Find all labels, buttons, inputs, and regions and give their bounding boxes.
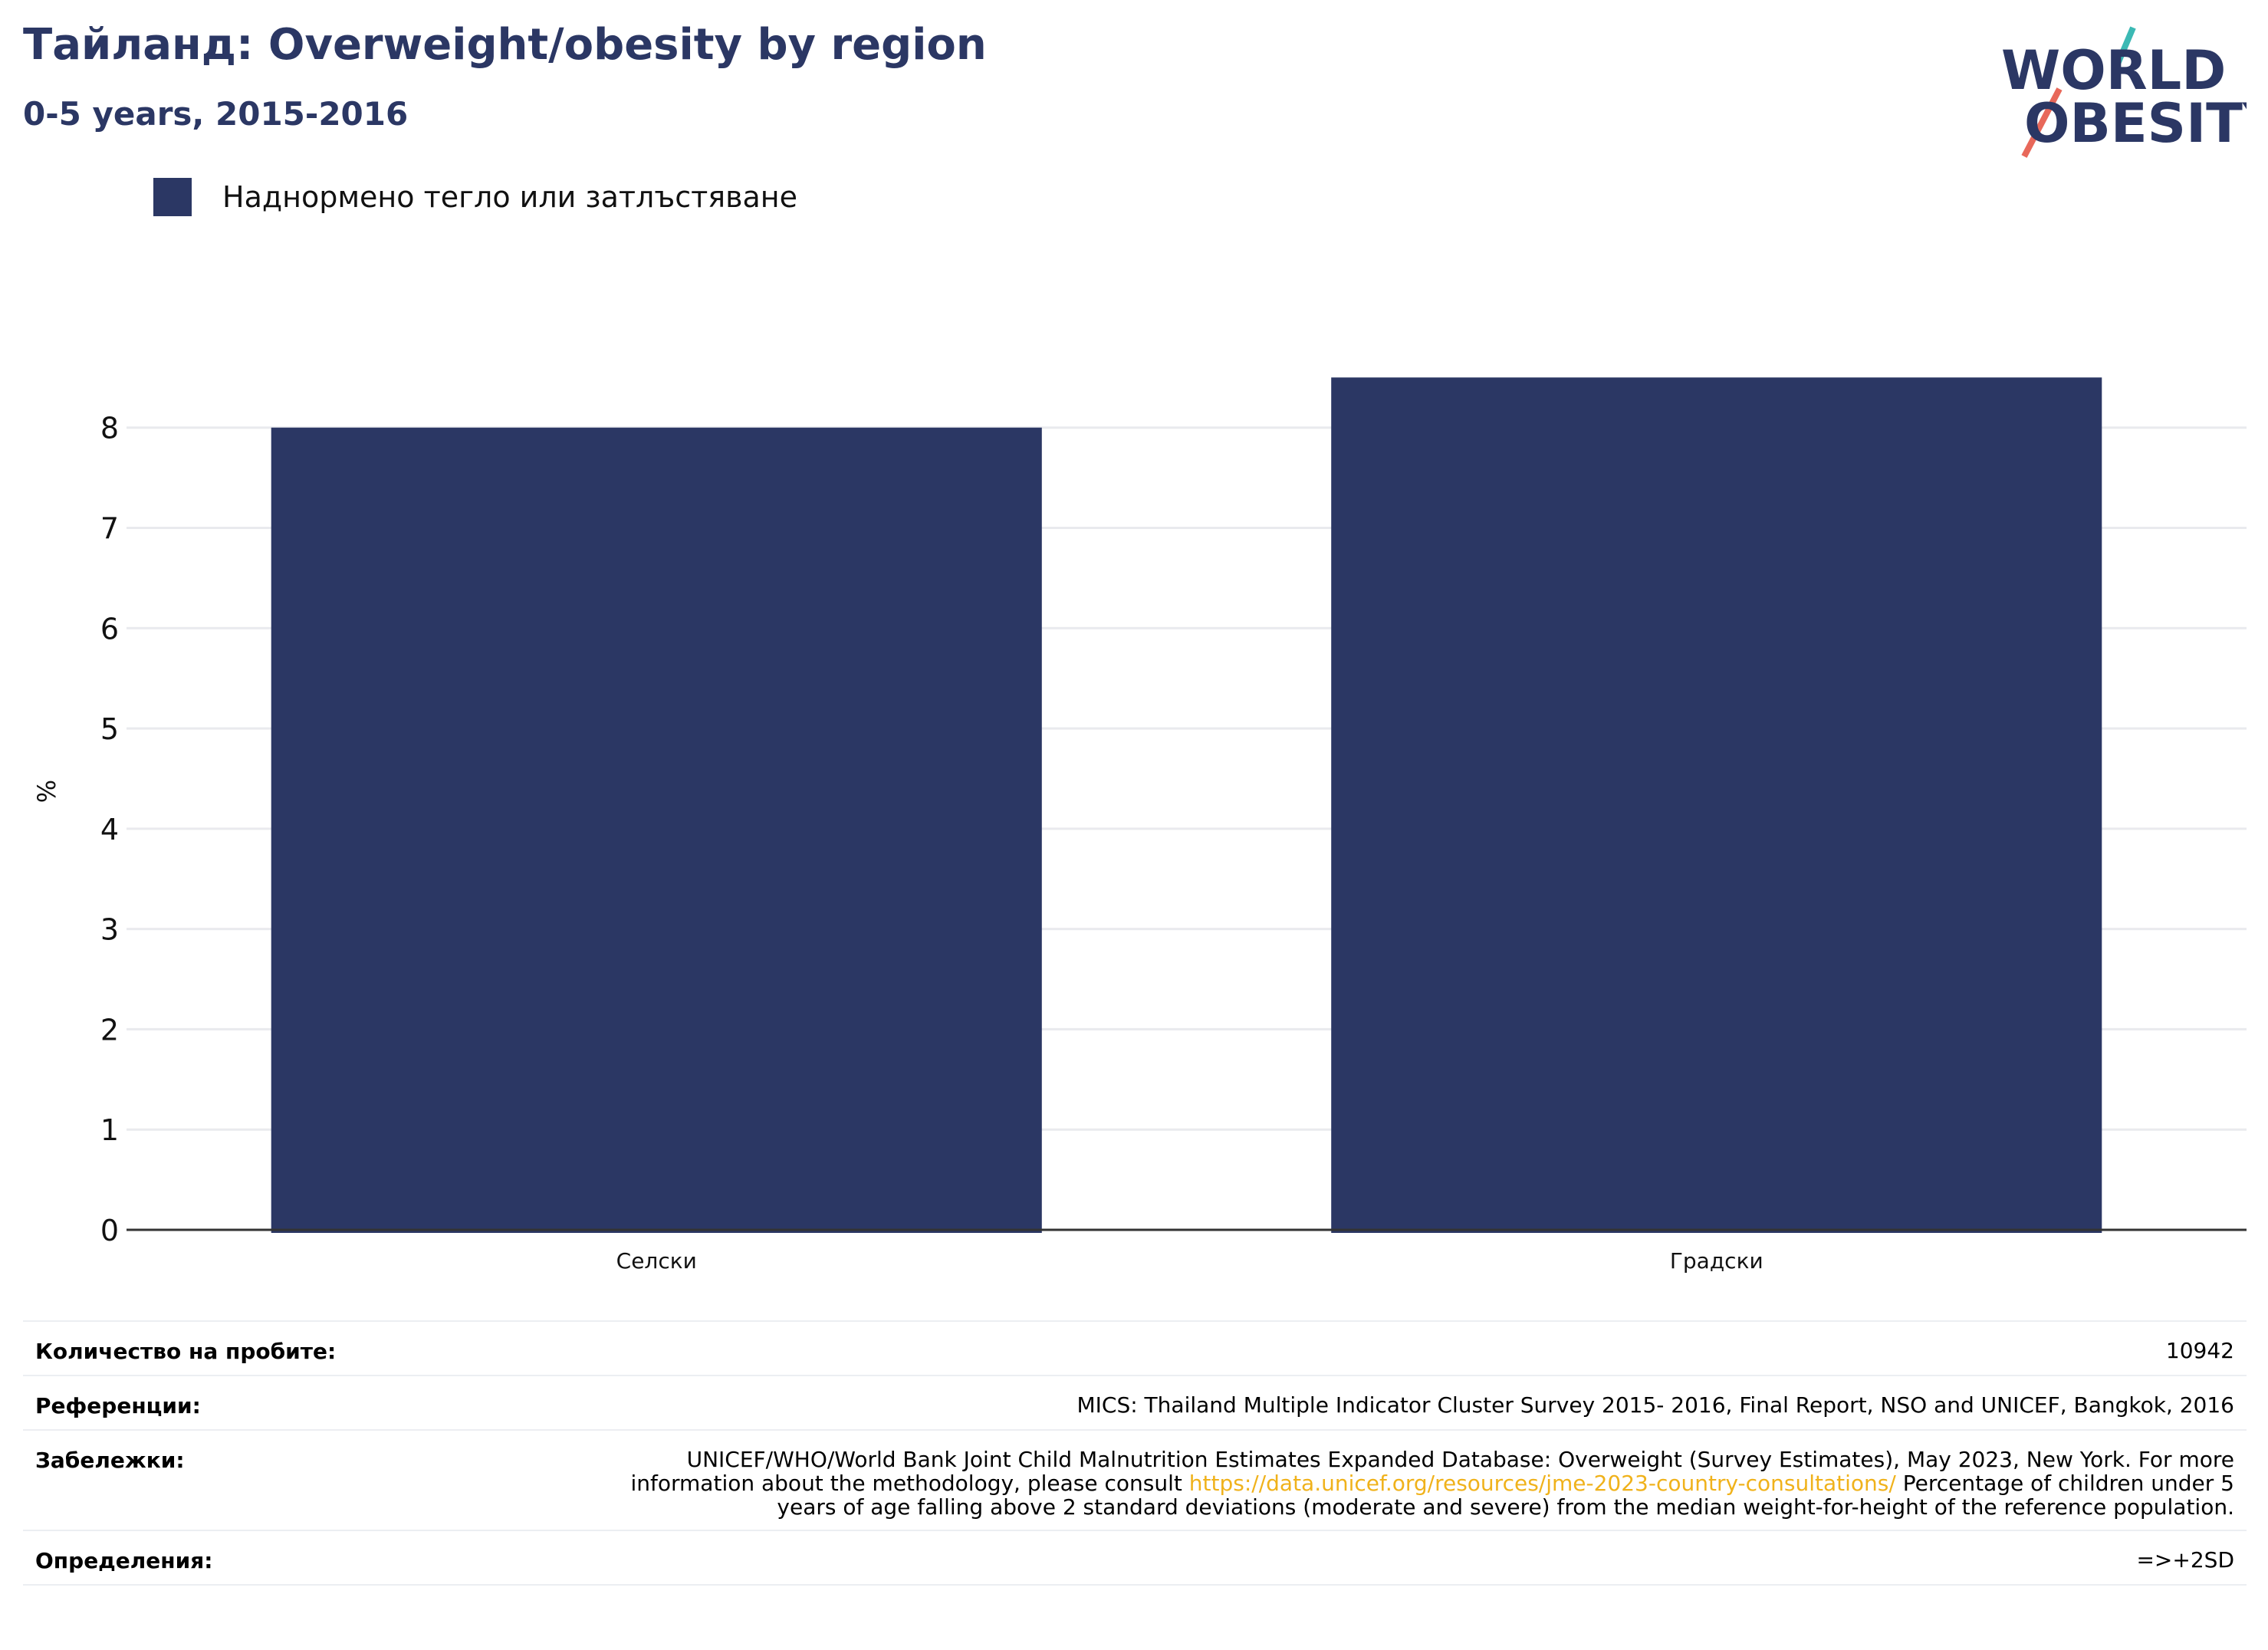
meta-row-definitions: Определения: =>+2SD	[23, 1530, 2247, 1586]
definitions-value: =>+2SD	[2136, 1547, 2234, 1573]
logo-line2: OBESITY	[2024, 92, 2247, 155]
legend-swatch	[153, 178, 192, 216]
logo-teal-slash	[2113, 26, 2136, 69]
meta-row-sample-size: Количество на пробите: 10942	[23, 1320, 2247, 1375]
y-axis-label: %	[32, 780, 61, 803]
references-label: Референции:	[35, 1393, 201, 1418]
y-tick-label: 5	[100, 712, 119, 746]
notes-text-before: UNICEF/WHO/World Bank Joint Child Malnut…	[630, 1447, 2235, 1496]
y-tick-label: 1	[100, 1113, 119, 1147]
metadata-table: Количество на пробите: 10942 Референции:…	[23, 1320, 2247, 1586]
notes-text-after: Percentage of children under 5 years of …	[777, 1471, 2234, 1520]
y-tick-label: 4	[100, 813, 119, 846]
y-tick-label: 6	[100, 612, 119, 646]
y-tick-label: 7	[100, 511, 119, 545]
x-tick-label: Селски	[616, 1248, 697, 1274]
chart-subtitle: 0-5 years, 2015-2016	[23, 95, 409, 133]
y-tick-label: 8	[100, 412, 119, 445]
notes-value: UNICEF/WHO/World Bank Joint Child Malnut…	[624, 1447, 2235, 1520]
bar	[271, 427, 1042, 1233]
bar	[1331, 377, 2102, 1234]
notes-label: Забележки:	[35, 1448, 185, 1473]
chart-title: Тайланд: Overweight/obesity by region	[23, 20, 987, 70]
bar-chart: 0 1 2 3 4 5 6 7 8% Селски Градски	[32, 377, 2247, 1274]
y-tick-label: 3	[100, 913, 119, 947]
x-tick-label: Градски	[1670, 1248, 1763, 1274]
sample-size-label: Количество на пробите:	[35, 1339, 337, 1364]
definitions-label: Определения:	[35, 1548, 213, 1573]
y-tick-label: 2	[100, 1013, 119, 1047]
world-obesity-logo: WORLD OBESITY	[2001, 26, 2247, 158]
logo-line1: WORLD	[2001, 39, 2226, 102]
legend-label: Наднормено тегло или затлъстяване	[222, 180, 797, 214]
references-value: MICS: Thailand Multiple Indicator Cluste…	[1076, 1392, 2234, 1418]
logo-red-slash	[2021, 87, 2063, 158]
sample-size-value: 10942	[2165, 1338, 2234, 1363]
notes-link[interactable]: https://data.unicef.org/resources/jme-20…	[1188, 1471, 1896, 1496]
y-tick-label: 0	[100, 1214, 119, 1247]
meta-row-notes: Забележки: UNICEF/WHO/World Bank Joint C…	[23, 1429, 2247, 1530]
legend: Наднормено тегло или затлъстяване	[153, 178, 797, 216]
meta-row-references: Референции: MICS: Thailand Multiple Indi…	[23, 1375, 2247, 1429]
